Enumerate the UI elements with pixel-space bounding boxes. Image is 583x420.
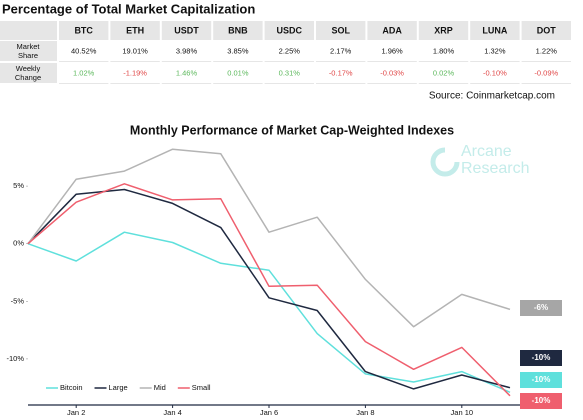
end-label: -10% xyxy=(532,353,551,362)
cell: 3.98% xyxy=(176,46,198,55)
series-line xyxy=(27,148,511,328)
end-label: -6% xyxy=(534,303,548,312)
legend-label: Mid xyxy=(154,383,166,392)
table-title: Percentage of Total Market Capitalizatio… xyxy=(2,1,255,16)
series-line xyxy=(27,183,511,397)
watermark-text: Arcane xyxy=(461,143,512,160)
column-header: BTC xyxy=(74,25,93,35)
cell: 1.80% xyxy=(433,46,455,55)
cell: -0.10% xyxy=(483,68,507,77)
cell: -0.17% xyxy=(329,68,353,77)
column-header: XRP xyxy=(434,25,453,35)
cell: -0.09% xyxy=(534,68,558,77)
end-label-box xyxy=(520,300,562,316)
column-header: SOL xyxy=(331,25,350,35)
header-cell xyxy=(110,21,160,40)
x-tick-label: Jan 10 xyxy=(451,408,474,417)
row-label-line: Weekly xyxy=(16,64,41,73)
end-label-box xyxy=(520,393,562,409)
cell: 1.96% xyxy=(381,46,403,55)
series-line xyxy=(27,188,511,390)
x-tick-label: Jan 6 xyxy=(260,408,278,417)
header-cell xyxy=(213,21,263,40)
header-cell xyxy=(264,21,314,40)
legend-label: Small xyxy=(192,383,211,392)
series-line xyxy=(27,231,511,393)
cell: 0.31% xyxy=(279,68,301,77)
column-header: USDT xyxy=(174,25,199,35)
x-tick-label: Jan 8 xyxy=(356,408,374,417)
watermark-logo xyxy=(430,147,460,177)
cell: 40.52% xyxy=(71,46,97,55)
row-label-line: Share xyxy=(18,51,38,60)
x-tick-label: Jan 2 xyxy=(67,408,85,417)
cell: -1.19% xyxy=(123,68,147,77)
header-cell xyxy=(59,21,109,40)
header-cell xyxy=(367,21,417,40)
row-label: Market Share xyxy=(17,42,41,60)
column-header: ETH xyxy=(126,25,144,35)
cell: 1.02% xyxy=(73,68,95,77)
cell: 2.17% xyxy=(330,46,352,55)
end-label-box xyxy=(520,350,562,366)
header-cell xyxy=(161,21,212,40)
header-bg xyxy=(0,21,57,40)
cell: 0.01% xyxy=(227,68,249,77)
column-header: LUNA xyxy=(482,25,507,35)
x-tick-label: Jan 4 xyxy=(163,408,181,417)
cell: 1.46% xyxy=(176,68,198,77)
row-label-bg xyxy=(0,41,57,61)
header-cell xyxy=(316,21,366,40)
header-cell xyxy=(470,21,520,40)
end-label-box xyxy=(520,372,562,388)
cell: 1.22% xyxy=(536,46,558,55)
column-header: ADA xyxy=(382,25,402,35)
y-tick-label: 5% xyxy=(13,181,24,190)
cell: 3.85% xyxy=(227,46,249,55)
header-cell xyxy=(521,21,571,40)
cell: 2.25% xyxy=(279,46,301,55)
source: Source: Coinmarketcap.com xyxy=(429,91,555,102)
end-label: -10% xyxy=(532,396,551,405)
row-label-line: Change xyxy=(15,73,41,82)
y-tick-label: 0% xyxy=(13,239,24,248)
cell: 19.01% xyxy=(122,46,148,55)
end-label: -10% xyxy=(532,375,551,384)
cell: 0.02% xyxy=(433,68,455,77)
watermark: Arcane Research xyxy=(430,143,529,177)
cell: 1.32% xyxy=(484,46,506,55)
column-header: USDC xyxy=(277,25,303,35)
row-label: Weekly Change xyxy=(15,64,41,82)
watermark-text: Research xyxy=(461,160,529,177)
column-header: DOT xyxy=(537,25,557,35)
legend-label: Bitcoin xyxy=(60,383,83,392)
y-tick-label: -10% xyxy=(6,354,24,363)
cell: -0.03% xyxy=(380,68,404,77)
row-label-bg xyxy=(0,63,57,83)
chart-title: Monthly Performance of Market Cap-Weight… xyxy=(130,123,454,137)
legend-label: Large xyxy=(109,383,128,392)
column-header: BNB xyxy=(228,25,248,35)
header-cell xyxy=(418,21,469,40)
row-label-line: Market xyxy=(17,42,41,51)
y-tick-label: -5% xyxy=(11,296,25,305)
